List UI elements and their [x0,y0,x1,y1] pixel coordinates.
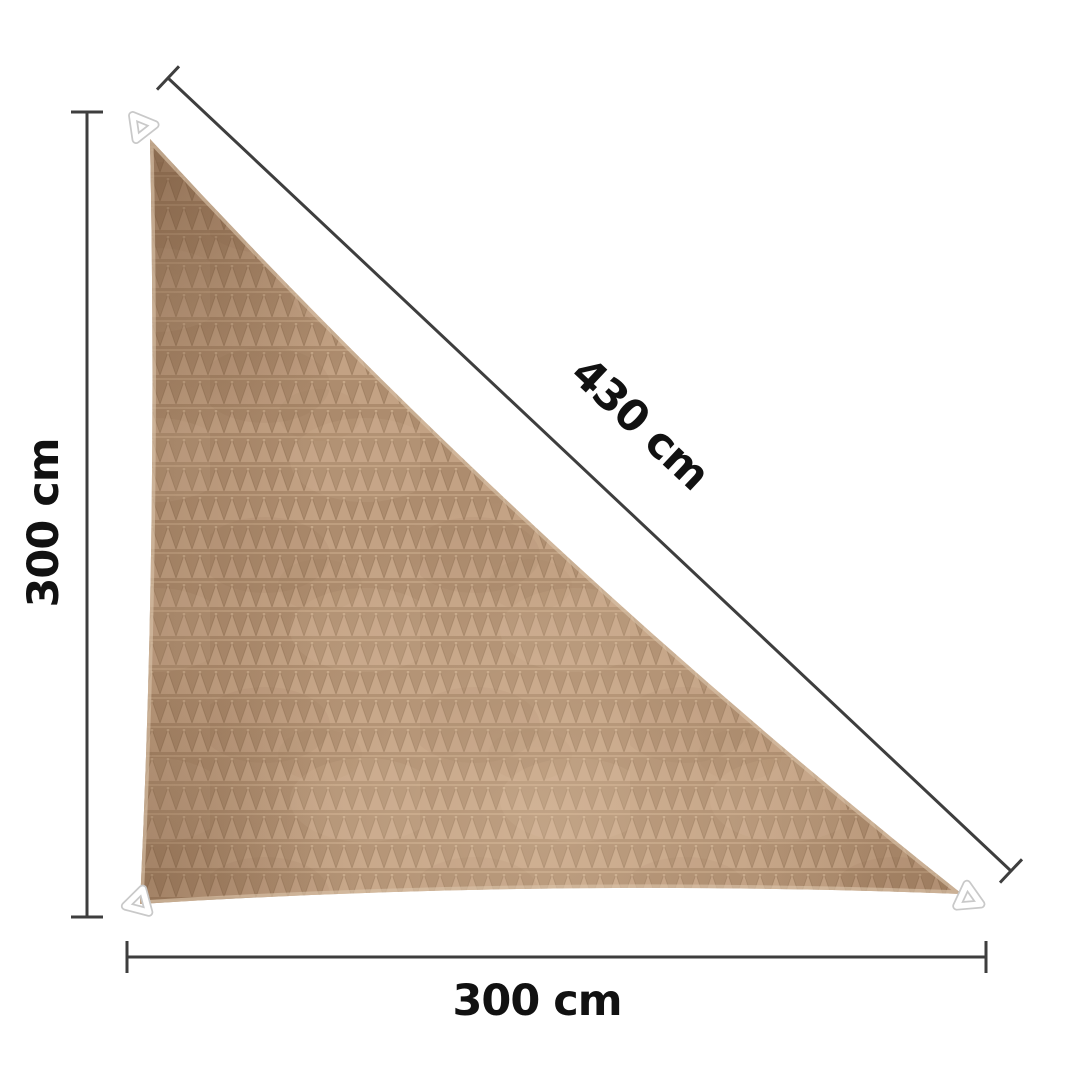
corner-triangle-ring-top-icon [128,111,160,144]
corner-triangle-ring-bottom-left-icon [120,884,154,917]
corner-triangle-ring-bottom-right-icon [952,879,986,911]
dimension-line-diagonal [166,76,1013,873]
dimension-tick-diagonal-bottom [998,858,1024,884]
dimension-lines [71,65,1024,973]
dimension-label-bottom-side: 300 cm [452,976,622,1026]
sail-fabric [140,139,962,904]
dimension-label-left-side: 300 cm [19,438,69,608]
dimension-tick-diagonal-top [155,65,181,91]
